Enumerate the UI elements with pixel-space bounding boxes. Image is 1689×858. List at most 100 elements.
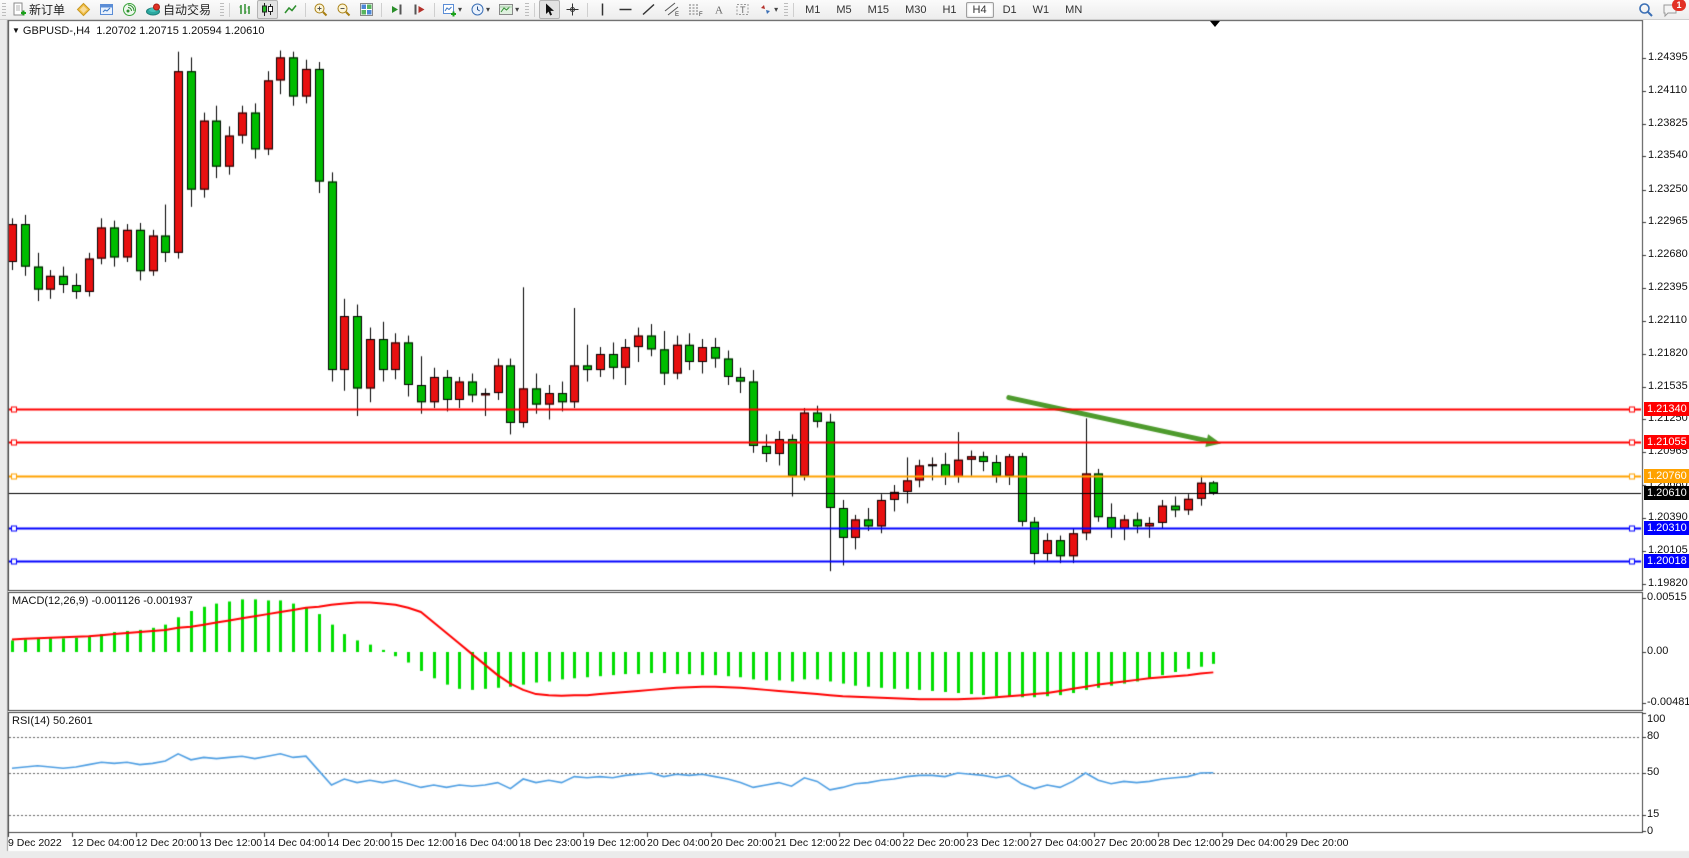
price-axis-tick: 1.24395 [1648,51,1688,63]
timeframe-button-H1[interactable]: H1 [942,3,957,16]
time-axis-label: 27 Dec 20:00 [1094,837,1157,849]
time-axis-label: 21 Dec 12:00 [774,837,838,849]
time-axis-label: 16 Dec 04:00 [455,837,518,849]
time-axis-label: 22 Dec 04:00 [838,837,902,849]
templates-dropdown[interactable]: ▾ [495,0,522,19]
horizontal-line-tool-button[interactable] [615,0,636,19]
channel-icon: E [664,2,680,17]
zoom-in-button[interactable] [310,0,331,19]
signals-button[interactable] [119,0,140,19]
price-line-tag[interactable]: 1.20018 [1644,554,1689,569]
macd-indicator-label: MACD(12,26,9) -0.001126 -0.001937 [12,595,193,607]
metaeditor-icon [76,2,91,17]
crosshair-icon [565,2,580,17]
price-axis-tick: 1.23250 [1648,182,1688,195]
timeframe-button-W1[interactable]: W1 [1032,3,1050,16]
fibonacci-icon: F [688,2,704,17]
time-axis-label: 12 Dec 20:00 [135,837,199,849]
time-axis-label: 20 Dec 04:00 [647,837,710,849]
search-button[interactable] [1635,0,1657,19]
new-order-icon [12,2,27,17]
equidistant-channel-tool-button[interactable]: E [661,0,683,19]
notification-badge: 1 [1672,0,1686,11]
timeframe-button-MN[interactable]: MN [1065,3,1083,16]
current-price-tag: 1.20610 [1644,486,1689,501]
timeframe-button-M15[interactable]: M15 [867,3,890,16]
timeframe-button-H4[interactable]: H4 [965,1,994,18]
svg-text:E: E [675,12,679,17]
timeframe-button-M30[interactable]: M30 [905,3,927,16]
algo-trading-icon [145,2,161,17]
timeframe-button-D1[interactable]: D1 [1002,3,1017,16]
price-line-tag[interactable]: 1.20760 [1644,468,1689,483]
tile-windows-icon [359,2,374,17]
metaeditor-button[interactable] [73,0,94,19]
new-chart-icon [442,2,457,17]
chart-shift-marker[interactable] [1210,21,1220,27]
price-line-tag[interactable]: 1.21340 [1644,402,1689,417]
rsi-axis-tick: 80 [1647,730,1660,742]
bar-chart-mode-button[interactable] [234,0,255,19]
toolbar-grip [525,3,530,16]
crosshair-tool-button[interactable] [562,0,583,19]
vertical-line-tool-button[interactable] [592,0,613,19]
trendline-tool-button[interactable] [638,0,659,19]
tile-windows-button[interactable] [356,0,377,19]
timeframe-button-M1[interactable]: M1 [805,3,821,16]
price-axis-tick: 1.23540 [1648,149,1688,162]
price-line-tag[interactable]: 1.20310 [1644,520,1689,535]
zoom-in-icon [313,2,328,17]
price-axis-tick: 1.24110 [1648,83,1687,96]
collapse-triangle-icon: ▼ [12,26,20,35]
algo-trading-button[interactable]: 自动交易 [142,0,217,19]
toolbar: 新订单 自动交易 [0,0,1689,20]
time-axis-label: 12 Dec 04:00 [71,837,135,849]
toolbar-grip [784,3,789,16]
time-axis-label: 19 Dec 12:00 [583,837,646,849]
time-axis-label: 14 Dec 20:00 [327,837,390,849]
candlestick-mode-button[interactable] [257,0,279,19]
rsi-indicator-label: RSI(14) 50.2601 [12,715,93,727]
separator [381,2,383,17]
zoom-out-button[interactable] [333,0,354,19]
time-axis-label: 18 Dec 23:00 [519,837,582,849]
price-line-tag[interactable]: 1.21055 [1644,434,1689,449]
text-label-tool-button[interactable]: T [732,0,753,19]
periods-dropdown[interactable]: ▾ [467,0,493,19]
auto-scroll-button[interactable] [386,0,407,19]
template-icon [498,2,514,17]
chart-shift-button[interactable] [409,0,430,19]
time-axis-label: 14 Dec 04:00 [263,837,327,849]
separator [305,2,307,17]
price-axis-tick: 1.21535 [1648,379,1688,392]
price-axis-tick: 1.22965 [1648,215,1688,228]
new-order-button[interactable]: 新订单 [9,0,71,19]
new-chart-dropdown[interactable]: ▾ [439,0,465,19]
new-order-label: 新订单 [29,3,66,17]
rsi-axis-tick: 100 [1647,713,1666,725]
text-tool-button[interactable]: A [709,0,730,19]
time-axis-label: 22 Dec 20:00 [902,837,966,849]
arrows-dropdown[interactable]: ▾ [755,0,781,19]
fibonacci-tool-button[interactable]: F [685,0,707,19]
cursor-tool-button[interactable] [539,0,561,19]
svg-text:A: A [715,5,723,17]
time-axis-label: 27 Dec 04:00 [1030,837,1093,849]
toolbar-grip [220,3,225,16]
toolbox-button[interactable] [96,0,117,19]
time-axis-label: 29 Dec 04:00 [1222,837,1285,849]
signals-icon [122,2,137,17]
time-axis-label: 23 Dec 12:00 [966,837,1029,849]
trendline-icon [641,2,656,17]
search-icon [1638,2,1654,18]
notifications-button[interactable]: 1 [1659,0,1686,19]
text-icon: A [712,2,727,17]
time-axis-label: 9 Dec 2022 [8,837,62,849]
price-axis-tick: 1.23825 [1648,116,1688,129]
line-chart-mode-button[interactable] [280,0,301,19]
zoom-out-icon [336,2,351,17]
timeframe-button-M5[interactable]: M5 [836,3,852,16]
price-axis-tick: 1.19820 [1648,576,1688,589]
